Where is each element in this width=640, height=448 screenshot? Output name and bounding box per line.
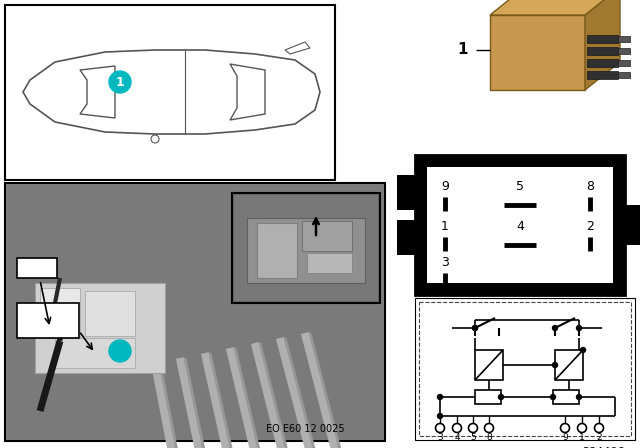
Bar xyxy=(475,390,501,404)
Bar xyxy=(55,338,135,368)
Bar xyxy=(618,36,630,42)
Bar xyxy=(257,223,297,278)
Polygon shape xyxy=(80,66,115,118)
Bar xyxy=(307,253,352,273)
Circle shape xyxy=(499,395,504,400)
Text: K11: K11 xyxy=(36,308,60,318)
Bar xyxy=(623,205,640,245)
Text: 3: 3 xyxy=(437,434,443,443)
Polygon shape xyxy=(585,0,620,90)
Bar xyxy=(232,193,380,303)
Text: X1242: X1242 xyxy=(28,321,68,331)
Text: 1: 1 xyxy=(458,43,468,57)
Bar xyxy=(6,184,384,440)
Text: 9: 9 xyxy=(441,181,449,194)
Text: 384406: 384406 xyxy=(582,447,625,448)
Bar xyxy=(427,167,613,283)
Bar xyxy=(415,298,635,440)
Text: 2: 2 xyxy=(586,220,594,233)
Bar xyxy=(302,221,352,251)
Bar xyxy=(234,195,378,301)
Circle shape xyxy=(577,326,582,331)
Bar xyxy=(17,303,79,338)
Text: X6: X6 xyxy=(28,262,46,275)
Bar xyxy=(618,48,630,54)
Circle shape xyxy=(438,414,442,418)
Polygon shape xyxy=(23,50,320,134)
Bar xyxy=(419,302,631,436)
Polygon shape xyxy=(490,0,620,15)
Circle shape xyxy=(109,340,131,362)
Circle shape xyxy=(438,395,442,400)
Bar xyxy=(587,59,618,67)
Text: 5: 5 xyxy=(470,434,476,443)
Polygon shape xyxy=(285,42,310,54)
Circle shape xyxy=(151,135,159,143)
Circle shape xyxy=(552,326,557,331)
Bar xyxy=(5,5,335,180)
Bar xyxy=(555,350,583,380)
Bar xyxy=(247,218,365,283)
Bar xyxy=(35,283,165,373)
Bar xyxy=(85,291,135,336)
Circle shape xyxy=(577,423,586,432)
Text: 3: 3 xyxy=(441,257,449,270)
Bar xyxy=(587,35,618,43)
Bar xyxy=(475,350,503,380)
Bar xyxy=(5,183,385,441)
Text: 8: 8 xyxy=(586,181,594,194)
Bar xyxy=(397,220,417,255)
Bar xyxy=(618,60,630,66)
Text: 8: 8 xyxy=(486,434,492,443)
Circle shape xyxy=(452,423,461,432)
Text: 5: 5 xyxy=(516,181,524,194)
Text: 1: 1 xyxy=(116,345,124,358)
Bar xyxy=(587,71,618,79)
Text: 1: 1 xyxy=(441,220,449,233)
Circle shape xyxy=(484,423,493,432)
Polygon shape xyxy=(490,15,585,90)
Polygon shape xyxy=(230,64,265,120)
Circle shape xyxy=(595,423,604,432)
Text: EO E60 12 0025: EO E60 12 0025 xyxy=(266,424,344,434)
Circle shape xyxy=(550,395,556,400)
Circle shape xyxy=(468,423,477,432)
Circle shape xyxy=(435,423,445,432)
Bar xyxy=(415,155,625,295)
Bar xyxy=(40,288,80,338)
Circle shape xyxy=(472,326,477,331)
Circle shape xyxy=(552,362,557,367)
Circle shape xyxy=(472,326,477,331)
Circle shape xyxy=(109,71,131,93)
Text: 1: 1 xyxy=(579,434,585,443)
Circle shape xyxy=(561,423,570,432)
Bar xyxy=(553,390,579,404)
Bar xyxy=(587,47,618,55)
Text: 9: 9 xyxy=(562,434,568,443)
Text: 4: 4 xyxy=(454,434,460,443)
Bar xyxy=(397,175,417,210)
Text: 1: 1 xyxy=(116,76,124,89)
Bar xyxy=(17,258,57,278)
Circle shape xyxy=(577,395,582,400)
Circle shape xyxy=(580,348,586,353)
Bar xyxy=(618,72,630,78)
Text: 2: 2 xyxy=(596,434,602,443)
Text: 4: 4 xyxy=(516,220,524,233)
